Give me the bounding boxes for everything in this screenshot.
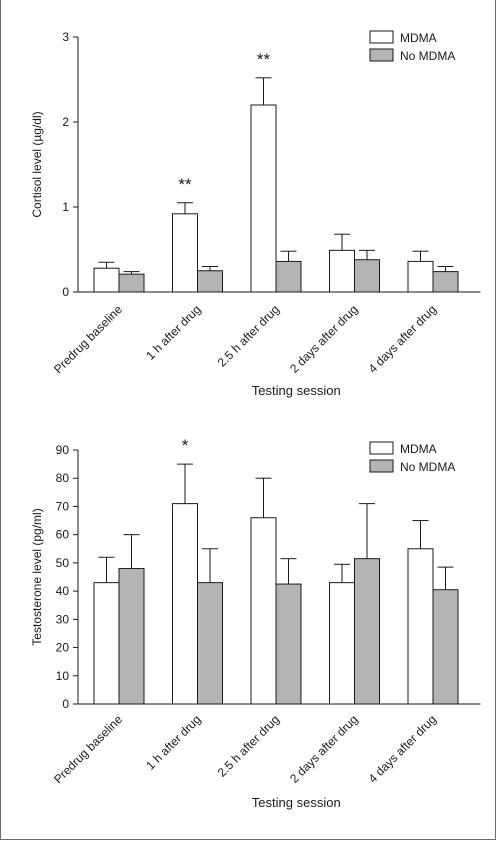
y-tick-label: 40 [56,584,70,598]
legend-swatch [369,48,394,62]
x-tick-label: 4 days after drug [366,302,440,376]
significance-marker: ** [178,175,192,194]
bar-mdma [93,582,120,705]
bar-no-mdma [197,270,223,293]
y-axis-label: Cortisol level (µg/dl) [30,111,44,217]
chart-panel-2: 0 10 20 30 40 50 60 70 80 90 Testosterone level (p… [30,436,481,810]
bar-no-mdma [118,568,145,705]
y-tick-label: 0 [62,697,69,711]
x-tick-label: 2.5 h after drug [215,712,282,779]
x-axis-label: Testing session [252,795,341,810]
x-tick-label: 4 days after drug [366,712,440,786]
legend-swatch [369,441,394,455]
x-tick-label: 1 h after drug [143,712,203,772]
bar-no-mdma [354,259,380,293]
legend-label: No MDMA [400,49,455,63]
x-tick-label: 1 h after drug [143,302,203,362]
y-tick-label: 1 [62,200,69,214]
y-axis-label: Testosterone level (pg/ml) [30,508,44,645]
bar-mdma [250,104,277,293]
x-tick-label: Predrug baseline [51,712,125,786]
legend-label: No MDMA [400,460,455,474]
bar-mdma [250,517,277,705]
y-tick-label: 90 [56,443,70,457]
legend-swatch [369,459,394,473]
bar-mdma [93,267,120,293]
bar-mdma [172,503,198,705]
y-tick-label: 50 [56,556,70,570]
y-tick-label: 2 [62,115,69,129]
bar-no-mdma [354,558,380,705]
bar-no-mdma [432,589,459,705]
bar-no-mdma [197,582,223,705]
bar-no-mdma [275,260,302,293]
y-tick-label: 60 [56,528,70,542]
bar-mdma [172,213,198,293]
significance-marker: ** [257,50,271,69]
bar-mdma [407,260,434,293]
bar-mdma [329,582,355,705]
bar-no-mdma [118,273,145,293]
y-tick-label: 0 [62,285,69,299]
bar-no-mdma [432,271,459,293]
legend-label: MDMA [400,442,437,456]
x-tick-label: Predrug baseline [51,302,125,376]
y-tick-label: 3 [62,30,69,44]
legend-swatch [369,30,394,44]
x-tick-label: 2.5 h after drug [215,302,282,369]
significance-marker: * [182,436,189,455]
x-tick-label: 2 days after drug [287,712,361,786]
x-axis-label: Testing session [252,383,341,398]
y-tick-label: 30 [56,612,70,626]
legend-label: MDMA [400,31,437,45]
bar-no-mdma [275,583,302,705]
y-tick-label: 80 [56,471,70,485]
x-tick-label: 2 days after drug [287,302,361,376]
y-tick-label: 70 [56,499,70,513]
chart-panel-1: 0 1 2 3 Cortisol level (µg/dl) Predrug baseli… [30,30,481,398]
y-tick-label: 10 [56,669,70,683]
bar-mdma [407,548,434,705]
y-tick-label: 20 [56,641,70,655]
bar-mdma [329,249,355,293]
